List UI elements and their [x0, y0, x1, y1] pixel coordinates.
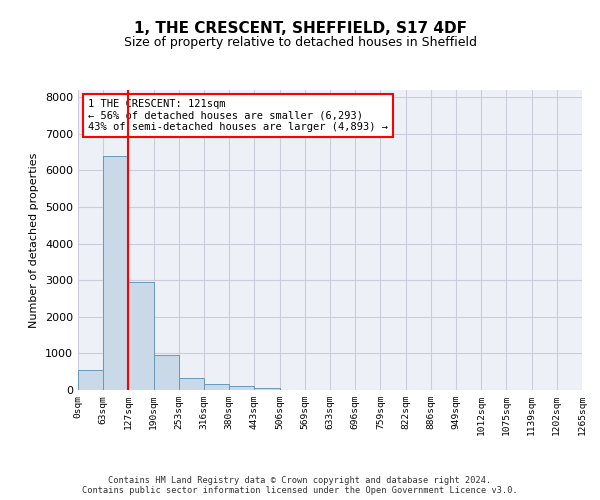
Bar — [78, 370, 103, 390]
Bar — [179, 378, 204, 390]
Text: Size of property relative to detached houses in Sheffield: Size of property relative to detached ho… — [124, 36, 476, 49]
Bar — [128, 282, 154, 390]
Bar — [204, 384, 229, 390]
Bar — [229, 386, 254, 390]
Text: 1 THE CRESCENT: 121sqm
← 56% of detached houses are smaller (6,293)
43% of semi-: 1 THE CRESCENT: 121sqm ← 56% of detached… — [88, 99, 388, 132]
Bar — [154, 354, 179, 390]
Bar — [103, 156, 128, 390]
Bar — [254, 388, 280, 390]
Y-axis label: Number of detached properties: Number of detached properties — [29, 152, 40, 328]
Text: Contains HM Land Registry data © Crown copyright and database right 2024.
Contai: Contains HM Land Registry data © Crown c… — [82, 476, 518, 495]
Text: 1, THE CRESCENT, SHEFFIELD, S17 4DF: 1, THE CRESCENT, SHEFFIELD, S17 4DF — [133, 21, 467, 36]
